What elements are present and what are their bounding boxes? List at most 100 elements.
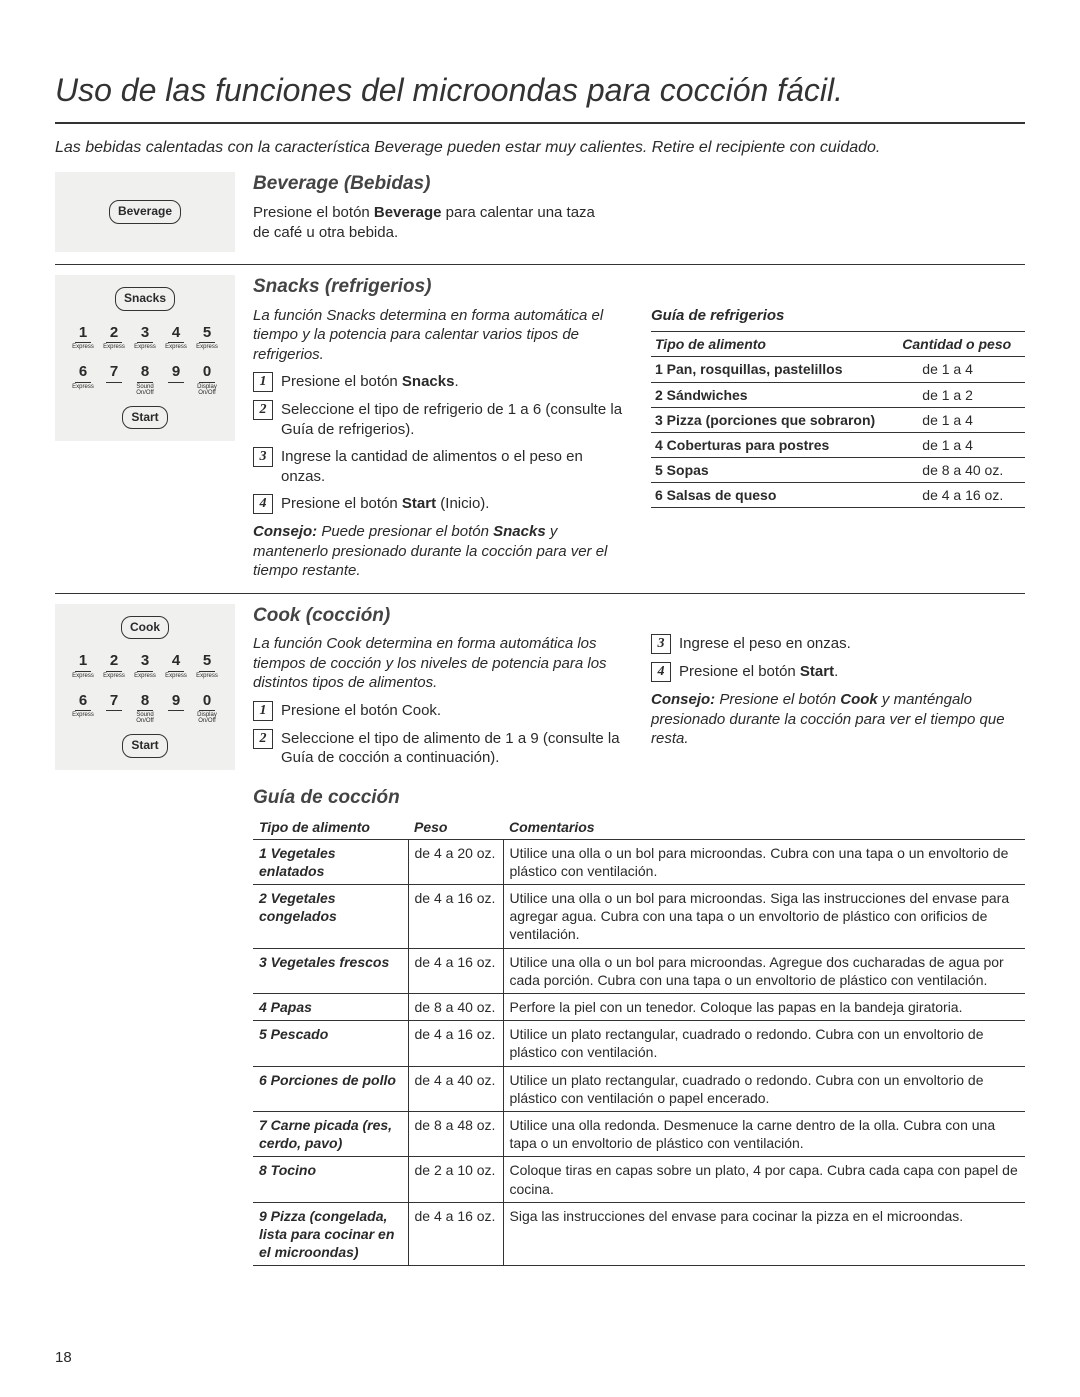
cell-comment: Utilice una olla o un bol para microonda…: [503, 885, 1025, 949]
step: 4Presione el botón Start (Inicio).: [253, 494, 627, 514]
page-title: Uso de las funciones del microondas para…: [55, 70, 1025, 124]
step: 3 Ingrese la cantidad de alimentos o el p…: [253, 447, 627, 486]
cook-th-com: Comentarios: [503, 815, 1025, 840]
cell-food: 7 Carne picada (res, cerdo, pavo): [253, 1111, 408, 1156]
cell-peso: de 4 a 16 oz.: [408, 885, 503, 949]
table-row: 6 Porciones de pollode 4 a 40 oz.Utilice…: [253, 1066, 1025, 1111]
keypad-key: 0Display On/Off: [193, 691, 221, 725]
cell-food: 6 Salsas de queso: [651, 483, 898, 508]
table-row: 5 Pescadode 4 a 16 oz.Utilice un plato r…: [253, 1021, 1025, 1066]
step-number-icon: 4: [651, 662, 671, 682]
beverage-section: Beverage Beverage (Bebidas) Presione el …: [55, 172, 1025, 252]
keypad-key: 7: [100, 691, 128, 725]
step-number-icon: 2: [253, 400, 273, 420]
keypad-key: 3Express: [131, 651, 159, 679]
keypad-key: 9: [162, 691, 190, 725]
cell-food: 3 Vegetales frescos: [253, 948, 408, 993]
cell-qty: de 8 a 40 oz.: [898, 458, 1025, 483]
step: 1 Presione el botón Cook.: [253, 701, 627, 721]
warning-text: Las bebidas calentadas con la caracterís…: [55, 138, 1025, 159]
cell-food: 3 Pizza (porciones que sobraron): [651, 407, 898, 432]
snack-guide-title: Guía de refrigerios: [651, 306, 1025, 326]
page-number: 18: [55, 1348, 72, 1368]
step-text: Seleccione el tipo de refrigerio de 1 a …: [281, 400, 627, 439]
cell-food: 5 Pescado: [253, 1021, 408, 1066]
cook-panel: Cook 1Express2Express3Express4Express5Ex…: [55, 604, 235, 770]
keypad-key: 6Express: [69, 362, 97, 396]
keypad-key: 2Express: [100, 651, 128, 679]
cook-tip: Consejo: Presione el botón Cook y mantén…: [651, 690, 1025, 749]
cell-comment: Utilice una olla redonda. Desmenuce la c…: [503, 1111, 1025, 1156]
keypad-row-2: 6Express78Sound On/Off90Display On/Off: [63, 691, 227, 725]
cell-food: 1 Vegetales enlatados: [253, 839, 408, 884]
keypad-key: 4Express: [162, 323, 190, 351]
cell-comment: Utilice un plato rectangular, cuadrado o…: [503, 1021, 1025, 1066]
step-text: Presione el botón Start.: [679, 662, 1025, 682]
step-number-icon: 1: [253, 372, 273, 392]
beverage-title: Beverage (Bebidas): [253, 172, 1025, 197]
keypad-key: 2Express: [100, 323, 128, 351]
cook-th-peso: Peso: [408, 815, 503, 840]
beverage-button: Beverage: [109, 200, 181, 224]
cell-comment: Coloque tiras en capas sobre un plato, 4…: [503, 1157, 1025, 1202]
cell-peso: de 4 a 16 oz.: [408, 1021, 503, 1066]
keypad-key: 3Express: [131, 323, 159, 351]
cook-title: Cook (cocción): [253, 604, 1025, 629]
table-row: 8 Tocinode 2 a 10 oz.Coloque tiras en ca…: [253, 1157, 1025, 1202]
keypad-key: 4Express: [162, 651, 190, 679]
beverage-panel: Beverage: [55, 172, 235, 252]
cell-food: 2 Vegetales congelados: [253, 885, 408, 949]
cell-food: 1 Pan, rosquillas, pastelillos: [651, 357, 898, 382]
cell-peso: de 4 a 16 oz.: [408, 948, 503, 993]
cell-peso: de 4 a 16 oz.: [408, 1202, 503, 1266]
step: 3Ingrese el peso en onzas.: [651, 634, 1025, 654]
table-row: 9 Pizza (congelada, lista para cocinar e…: [253, 1202, 1025, 1266]
cell-qty: de 1 a 2: [898, 382, 1025, 407]
snacks-button: Snacks: [115, 287, 175, 311]
keypad-key: 9: [162, 362, 190, 396]
cell-peso: de 8 a 40 oz.: [408, 994, 503, 1021]
keypad-key: 6Express: [69, 691, 97, 725]
keypad-key: 0Display On/Off: [193, 362, 221, 396]
cell-peso: de 4 a 20 oz.: [408, 839, 503, 884]
step-number-icon: 4: [253, 494, 273, 514]
cell-food: 9 Pizza (congelada, lista para cocinar e…: [253, 1202, 408, 1266]
step-number-icon: 1: [253, 701, 273, 721]
beverage-desc: Presione el botón Beverage para calentar…: [253, 203, 613, 242]
cook-th-food: Tipo de alimento: [253, 815, 408, 840]
snack-th-food: Tipo de alimento: [651, 332, 898, 357]
cell-peso: de 4 a 40 oz.: [408, 1066, 503, 1111]
step-number-icon: 3: [253, 447, 273, 467]
cell-food: 4 Papas: [253, 994, 408, 1021]
cell-food: 2 Sándwiches: [651, 382, 898, 407]
cell-qty: de 1 a 4: [898, 432, 1025, 457]
cook-section: Cook 1Express2Express3Express4Express5Ex…: [55, 593, 1025, 776]
table-row: 3 Pizza (porciones que sobraron)de 1 a 4: [651, 407, 1025, 432]
cell-food: 4 Coberturas para postres: [651, 432, 898, 457]
cook-button: Cook: [121, 616, 169, 640]
keypad-row-2: 6Express78Sound On/Off90Display On/Off: [63, 362, 227, 396]
step-text: Presione el botón Cook.: [281, 701, 627, 721]
table-row: 3 Vegetales frescosde 4 a 16 oz.Utilice …: [253, 948, 1025, 993]
keypad-row-1: 1Express2Express3Express4Express5Express: [63, 323, 227, 351]
step-text: Ingrese el peso en onzas.: [679, 634, 1025, 654]
table-row: 2 Sándwichesde 1 a 2: [651, 382, 1025, 407]
cell-qty: de 1 a 4: [898, 407, 1025, 432]
table-row: 2 Vegetales congeladosde 4 a 16 oz.Utili…: [253, 885, 1025, 949]
step-text: Ingrese la cantidad de alimentos o el pe…: [281, 447, 627, 486]
keypad-key: 1Express: [69, 323, 97, 351]
start-button: Start: [122, 734, 167, 758]
step-number-icon: 2: [253, 729, 273, 749]
keypad-key: 8Sound On/Off: [131, 691, 159, 725]
snacks-tip: Consejo: Puede presionar el botón Snacks…: [253, 522, 627, 581]
step: 2 Seleccione el tipo de refrigerio de 1 a…: [253, 400, 627, 439]
cell-comment: Utilice una olla o un bol para microonda…: [503, 948, 1025, 993]
cell-comment: Utilice un plato rectangular, cuadrado o…: [503, 1066, 1025, 1111]
table-row: 1 Vegetales enlatadosde 4 a 20 oz.Utilic…: [253, 839, 1025, 884]
cell-peso: de 8 a 48 oz.: [408, 1111, 503, 1156]
step: 1Presione el botón Snacks.: [253, 372, 627, 392]
table-row: 6 Salsas de quesode 4 a 16 oz.: [651, 483, 1025, 508]
table-row: 4 Papasde 8 a 40 oz.Perfore la piel con …: [253, 994, 1025, 1021]
keypad-key: 7: [100, 362, 128, 396]
table-row: 5 Sopasde 8 a 40 oz.: [651, 458, 1025, 483]
